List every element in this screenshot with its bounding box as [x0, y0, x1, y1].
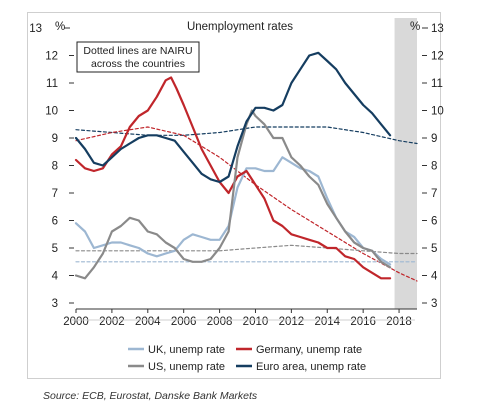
left-axis-unit: %	[55, 21, 65, 33]
right-tick-label-7: 7	[431, 188, 437, 200]
series-line-germany-unemp-rate	[74, 76, 392, 280]
x-tick-label-2010: 2010	[243, 316, 269, 328]
legend-label-uk-unemp-rate: UK, unemp rate	[148, 344, 225, 356]
series-line-uk-unemp-rate	[74, 156, 392, 266]
x-tick-label-2014: 2014	[314, 316, 340, 328]
nairu-line-nairu-5	[75, 126, 418, 282]
series-line-us-unemp-rate	[74, 109, 392, 280]
x-tick-label-2012: 2012	[279, 316, 305, 328]
x-tick-label-2006: 2006	[171, 316, 197, 328]
right-tick-label-5: 5	[431, 243, 437, 255]
series-line-euro-area-unemp-rate	[74, 51, 392, 184]
right-tick-label-8: 8	[431, 161, 437, 173]
left-tick-label-12: 12	[45, 51, 58, 63]
right-tick-label-9: 9	[431, 133, 437, 145]
left-tick-label-8: 8	[52, 161, 58, 173]
legend-label-euro-area-unemp-rate: Euro area, unemp rate	[256, 361, 366, 373]
left-tick-label-4: 4	[52, 271, 59, 283]
left-tick-label-7: 7	[52, 188, 58, 200]
left-tick-label-10: 10	[45, 106, 58, 118]
right-tick-label-4: 4	[431, 271, 438, 283]
forecast-shaded-region	[394, 18, 417, 309]
source-note: Source: ECB, Eurostat, Danske Bank Marke…	[43, 390, 258, 402]
annotation-line-2: across the countries	[91, 58, 185, 70]
x-tick-label-2016: 2016	[350, 316, 376, 328]
x-tick-label-2018: 2018	[386, 316, 412, 328]
left-tick-label-11: 11	[46, 78, 58, 90]
legend: UK, unemp rate Germany, unemp rate US, une…	[128, 344, 366, 373]
left-tick-label-6: 6	[52, 216, 58, 228]
nairu-line-nairu-4	[75, 126, 418, 145]
x-tick-label-2004: 2004	[135, 316, 161, 328]
x-tick-label-2002: 2002	[99, 316, 125, 328]
right-tick-label-13: 13	[431, 23, 444, 35]
chart-frame	[27, 12, 441, 379]
right-tick-label-11: 11	[431, 78, 443, 90]
left-tick-label-3: 3	[52, 298, 58, 310]
x-tick-label-2008: 2008	[207, 316, 233, 328]
right-tick-label-12: 12	[431, 51, 444, 63]
annotation-line-1: Dotted lines are NAIRU	[83, 45, 192, 57]
right-axis-unit: %	[410, 21, 420, 33]
right-tick-label-3: 3	[431, 298, 437, 310]
left-tick-label-5: 5	[52, 243, 58, 255]
left-tick-label-9: 9	[52, 133, 58, 145]
legend-label-germany-unemp-rate: Germany, unemp rate	[256, 344, 362, 356]
right-tick-label-6: 6	[431, 216, 437, 228]
left-tick-label-13: 13	[29, 23, 42, 35]
legend-label-us-unemp-rate: US, unemp rate	[148, 361, 225, 373]
nairu-annotation: Dotted lines are NAIRU across the countr…	[76, 41, 200, 73]
chart-title: Unemployment rates	[187, 21, 293, 33]
right-tick-label-10: 10	[431, 106, 444, 118]
x-tick-label-2000: 2000	[63, 316, 89, 328]
